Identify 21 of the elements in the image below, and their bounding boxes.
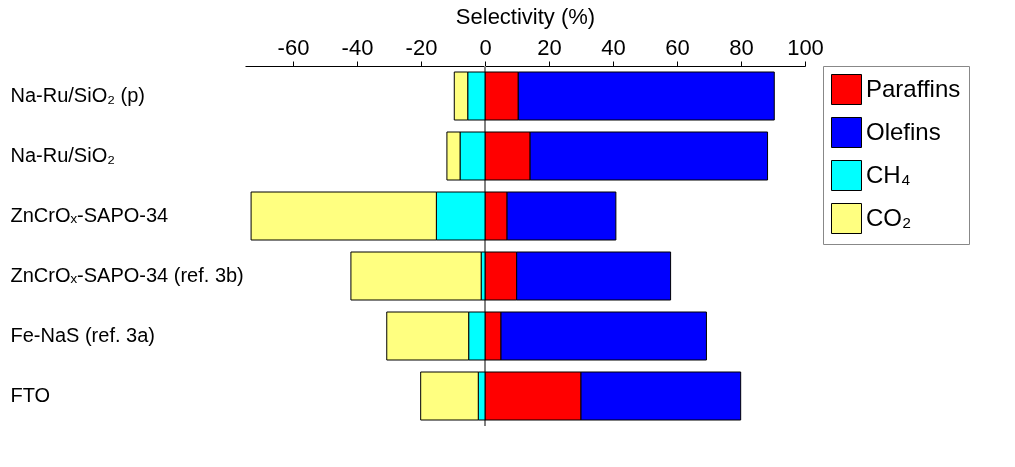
x-tick-label: 20	[537, 34, 562, 60]
y-tick-label: ZnCrOₓ-SAPO-34 (ref. 3b)	[10, 264, 244, 286]
legend-label: CH₄	[866, 160, 911, 188]
y-tick-label: Na-Ru/SiO₂	[10, 144, 115, 166]
legend-label: Paraffins	[866, 74, 961, 102]
x-tick-label: -40	[341, 34, 374, 60]
y-tick-label: Fe-NaS (ref. 3a)	[10, 324, 155, 346]
x-axis-title: Selectivity (%)	[455, 3, 596, 29]
y-tick-label: ZnCrOₓ-SAPO-34	[10, 204, 169, 226]
x-tick-label: 60	[665, 34, 690, 60]
x-tick-label: 100	[787, 34, 824, 60]
x-tick-label: -60	[277, 34, 310, 60]
y-tick-label: Na-Ru/SiO₂ (p)	[10, 84, 145, 106]
x-tick-label: 40	[601, 34, 626, 60]
bar	[350, 251, 482, 301]
x-tick-label: 80	[729, 34, 754, 60]
legend-label: CO₂	[866, 203, 912, 231]
legend-label: Olefins	[866, 117, 941, 145]
x-tick-label: 0	[479, 34, 492, 60]
x-tick-label: -20	[405, 34, 438, 60]
y-tick-label: FTO	[10, 384, 51, 406]
